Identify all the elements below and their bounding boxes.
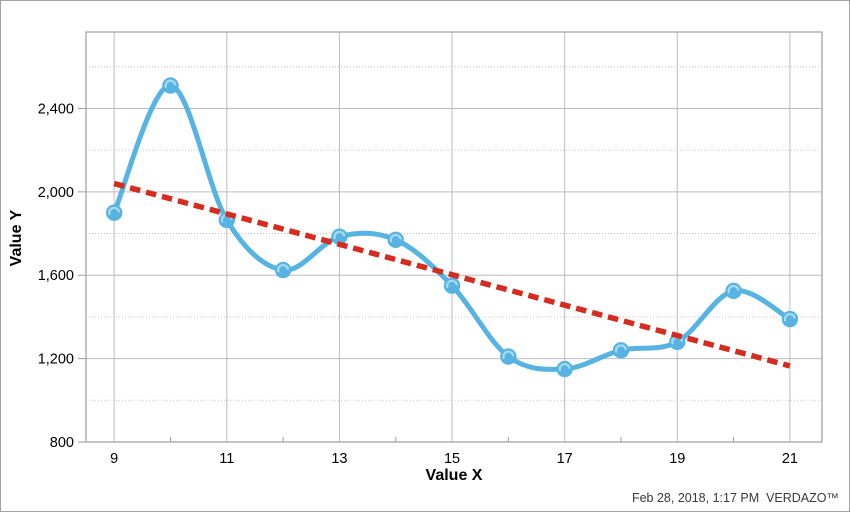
trend-line bbox=[113, 180, 791, 369]
x-axis-title: Value X bbox=[425, 467, 483, 484]
y-tick-label: 800 bbox=[50, 435, 74, 451]
marker-highlight bbox=[614, 344, 627, 353]
x-tick-label: 9 bbox=[110, 451, 118, 467]
marker-highlight bbox=[558, 363, 571, 372]
marker-highlight bbox=[727, 284, 740, 294]
marker-highlight bbox=[164, 79, 177, 88]
y-axis-title: Value Y bbox=[8, 209, 25, 267]
x-tick-label: 15 bbox=[444, 451, 460, 467]
x-tick-label: 19 bbox=[669, 451, 685, 467]
marker-highlight bbox=[446, 279, 458, 289]
plot-border bbox=[85, 31, 823, 443]
y-tick-label: 1,200 bbox=[38, 352, 74, 368]
x-tick-label: 17 bbox=[557, 451, 573, 467]
y-tick-label: 2,000 bbox=[38, 185, 74, 201]
marker-highlight bbox=[108, 206, 121, 216]
y-tick-label: 2,400 bbox=[38, 101, 74, 117]
timestamp-watermark: Feb 28, 2018, 1:17 PM VERDAZO™ bbox=[631, 491, 839, 505]
x-tick-label: 13 bbox=[331, 451, 347, 467]
x-tick-label: 21 bbox=[782, 451, 798, 467]
marker-highlight bbox=[389, 233, 402, 243]
marker-highlight bbox=[333, 230, 346, 240]
y-tick-label: 1,600 bbox=[38, 268, 74, 284]
marker-highlight bbox=[502, 350, 515, 359]
x-tick-label: 11 bbox=[219, 451, 234, 467]
marker-highlight bbox=[783, 313, 796, 322]
marker-highlight bbox=[277, 264, 289, 273]
